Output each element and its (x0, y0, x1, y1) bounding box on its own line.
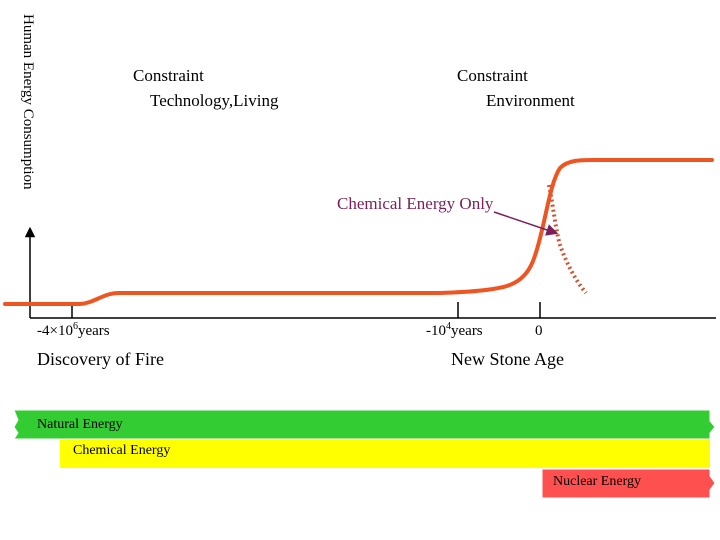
callout-arrow (493, 211, 559, 236)
tick-zero-label: 0 (535, 323, 543, 339)
constraint-left-line1: Constraint (133, 66, 204, 85)
constraint-left-line2: Technology,Living (150, 91, 279, 110)
natural-energy-label: Natural Energy (37, 417, 123, 432)
energy-consumption-curve (3, 158, 714, 306)
chemical-energy-band (60, 440, 710, 468)
natural-energy-band (13, 409, 716, 440)
chemical-only-dotted-curve (547, 184, 588, 295)
nuclear-energy-band (541, 468, 716, 499)
constraint-technology-label: Constraint Technology,Living (133, 63, 279, 113)
tick-left-label: -4×106years (37, 321, 110, 339)
constraint-right-line2: Environment (486, 91, 575, 110)
constraint-environment-label: Constraint Environment (457, 63, 575, 113)
discovery-of-fire-label: Discovery of Fire (37, 349, 164, 369)
nuclear-energy-label: Nuclear Energy (553, 474, 641, 489)
y-axis-label: Human Energy Consumption (20, 14, 36, 190)
chemical-energy-only-label: Chemical Energy Only (337, 194, 494, 213)
chemical-energy-label: Chemical Energy (73, 443, 171, 458)
constraint-right-line1: Constraint (457, 66, 528, 85)
tick-mid-label: -104years (426, 321, 483, 339)
new-stone-age-label: New Stone Age (451, 349, 564, 369)
